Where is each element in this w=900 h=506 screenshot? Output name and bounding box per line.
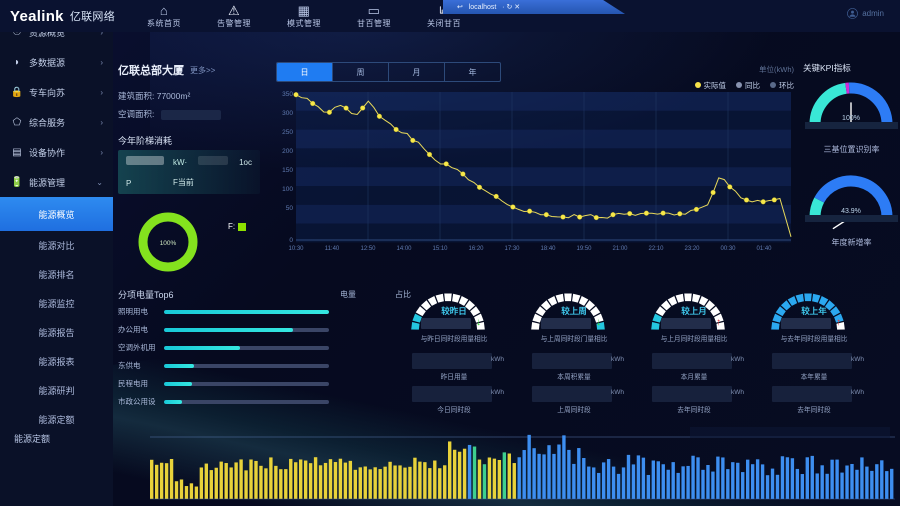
svg-text:00:30: 00:30 <box>720 246 736 252</box>
svg-text:250: 250 <box>282 129 293 136</box>
svg-text:16:20: 16:20 <box>468 246 484 252</box>
svg-text:200: 200 <box>282 148 293 155</box>
svg-text:01:40: 01:40 <box>756 246 772 252</box>
svg-text:12:50: 12:50 <box>360 246 376 252</box>
svg-text:350: 350 <box>282 91 293 98</box>
svg-text:15:10: 15:10 <box>432 246 448 252</box>
svg-text:43.9%: 43.9% <box>841 208 861 215</box>
svg-text:17:30: 17:30 <box>504 246 520 252</box>
svg-text:50: 50 <box>286 205 294 212</box>
svg-text:14:00: 14:00 <box>396 246 412 252</box>
svg-text:11:40: 11:40 <box>325 246 340 252</box>
svg-text:150: 150 <box>282 167 293 174</box>
svg-text:18:40: 18:40 <box>540 246 556 252</box>
svg-text:0: 0 <box>289 237 293 244</box>
svg-text:19:50: 19:50 <box>576 246 592 252</box>
svg-text:21:00: 21:00 <box>612 246 628 252</box>
svg-text:23:20: 23:20 <box>684 246 700 252</box>
svg-text:100%: 100% <box>842 115 860 122</box>
svg-text:300: 300 <box>282 110 293 117</box>
svg-text:100%: 100% <box>160 240 177 247</box>
svg-text:100: 100 <box>282 186 293 193</box>
svg-text:10:30: 10:30 <box>288 246 304 252</box>
svg-text:22:10: 22:10 <box>648 246 664 252</box>
